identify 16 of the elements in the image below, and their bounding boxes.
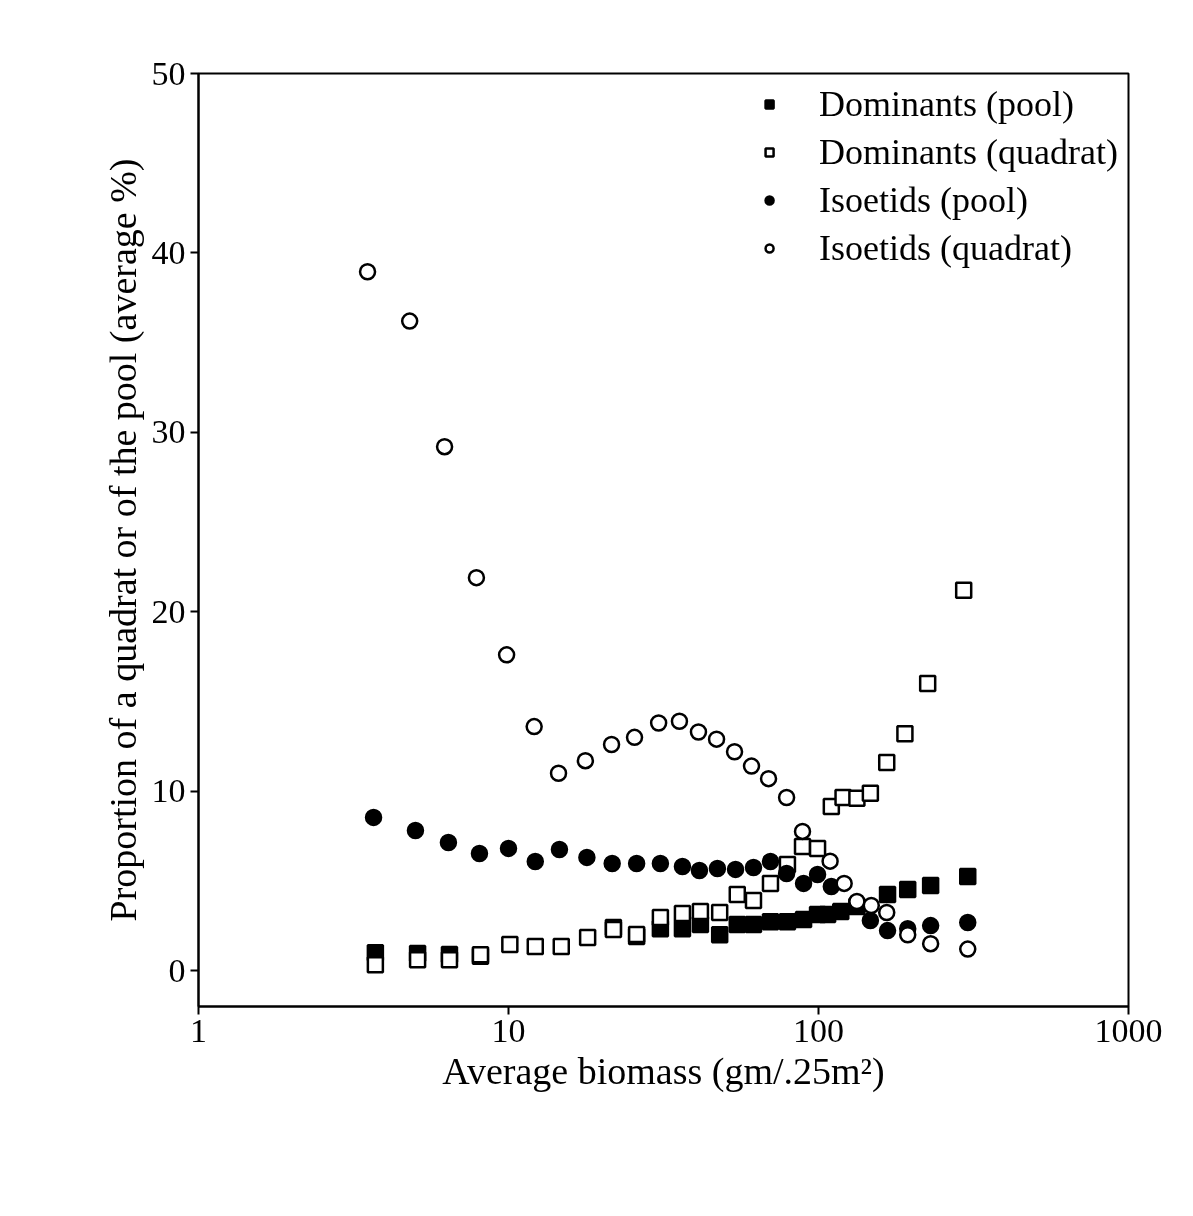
y-tick-label: 0 xyxy=(168,951,186,989)
x-tick-label: 10 xyxy=(491,1011,526,1049)
y-tick-label: 10 xyxy=(151,772,186,810)
x-tick-label: 1 xyxy=(190,1011,207,1049)
legend-label: Isoetids (quadrat) xyxy=(819,227,1072,269)
legend-label: Isoetids (pool) xyxy=(819,179,1029,221)
y-axis-title: Proportion of a quadrat or of the pool (average %) xyxy=(101,158,145,922)
legend-label: Dominants (pool) xyxy=(819,83,1075,125)
y-tick-label: 50 xyxy=(151,54,186,92)
x-tick-label: 1000 xyxy=(1094,1011,1163,1049)
x-tick-label: 100 xyxy=(793,1011,844,1049)
y-tick-label: 40 xyxy=(151,233,186,271)
y-tick-label: 30 xyxy=(151,413,186,451)
legend-label: Dominants (quadrat) xyxy=(819,131,1118,173)
y-tick-label: 20 xyxy=(151,592,186,630)
x-axis-title: Average biomass (gm/.25m²) xyxy=(442,1049,885,1093)
